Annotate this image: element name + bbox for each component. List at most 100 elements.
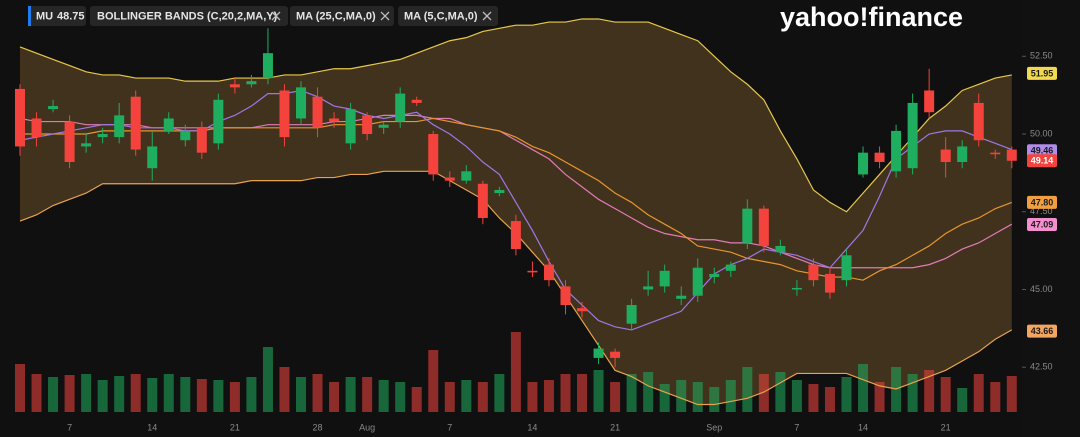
candle-body (891, 130, 902, 172)
volume-bar (130, 374, 141, 412)
candle-body (130, 96, 141, 150)
legend-price: 48.75 (57, 10, 85, 22)
y-tick-label: 50.00 (1030, 128, 1053, 138)
last-value-tag (1027, 218, 1057, 232)
close-icon[interactable] (380, 11, 390, 21)
candle-body (808, 264, 819, 281)
candle-body (15, 88, 25, 147)
volume-bar (824, 387, 835, 412)
candle-body (874, 152, 885, 163)
legend-box[interactable] (90, 6, 288, 26)
volume-bar (742, 367, 753, 412)
volume-bar (31, 374, 42, 412)
candle-body (262, 53, 273, 79)
volume-bar (494, 374, 505, 412)
volume-bar (279, 367, 290, 412)
x-tick-label: Aug (359, 422, 375, 432)
legend-box[interactable] (28, 6, 86, 26)
volume-bar (940, 377, 951, 412)
candle-body (477, 183, 488, 218)
candle-body (378, 124, 389, 128)
candle-body (957, 146, 968, 163)
volume-bar (527, 382, 538, 412)
volume-bar (196, 379, 207, 412)
volume-bar (229, 382, 240, 412)
legend-box[interactable] (290, 6, 394, 26)
candle-body (577, 308, 588, 312)
volume-bar (626, 374, 637, 412)
volume-bar (329, 382, 340, 412)
x-tick-label: 21 (230, 422, 240, 432)
volume-bar (874, 382, 885, 412)
volume-bar (378, 380, 389, 412)
volume-bar (577, 374, 588, 412)
candle-body (64, 121, 75, 163)
volume-bar (543, 380, 554, 412)
x-tick-label: 21 (941, 422, 951, 432)
volume-bar (147, 378, 158, 412)
volume-bar (180, 377, 191, 412)
candle-body (31, 118, 42, 138)
volume-bar (48, 377, 59, 412)
candle-body (858, 152, 869, 175)
y-tick-label: 47.50 (1030, 206, 1053, 216)
candle-body (213, 99, 224, 144)
volume-bar (461, 380, 472, 412)
close-icon[interactable] (271, 11, 281, 21)
candle-body (48, 106, 59, 110)
close-icon[interactable] (482, 11, 492, 21)
candle-body (758, 208, 769, 246)
volume-bar (841, 377, 852, 412)
volume-bar (411, 387, 422, 412)
x-tick-label: 7 (67, 422, 72, 432)
candle-body (593, 348, 604, 358)
volume-bar (362, 377, 373, 412)
candle-body (494, 189, 505, 194)
volume-bar (808, 384, 819, 412)
candle-body (692, 267, 703, 296)
x-tick-label: 7 (794, 422, 799, 432)
volume-bar (593, 370, 604, 412)
candle-body (841, 255, 852, 281)
volume-bar (163, 374, 174, 412)
legend-indicator: MA (25,C,MA,0) (296, 10, 376, 22)
candle-body (180, 130, 191, 141)
volume-bar (725, 380, 736, 412)
candle-body (163, 118, 174, 131)
candle-body (543, 264, 554, 281)
candle-body (345, 109, 356, 144)
last-value-label: 43.66 (1031, 326, 1054, 336)
last-value-label: 47.80 (1031, 197, 1054, 207)
volume-bar (477, 382, 488, 412)
volume-bar (213, 380, 224, 412)
last-value-tag (1027, 195, 1057, 209)
candle-body (279, 90, 290, 138)
legend-box[interactable] (398, 6, 498, 26)
volume-bar (312, 374, 323, 412)
band-fill (20, 18, 1012, 405)
legend-symbol: MU (36, 10, 53, 22)
brand-logo: yahoo!finance (780, 2, 963, 32)
candle-body (114, 115, 125, 138)
volume-bar (957, 388, 968, 412)
volume-bar (610, 382, 621, 412)
candle-body (510, 221, 521, 250)
y-tick-label: 45.00 (1030, 284, 1053, 294)
volume-bar (296, 377, 307, 412)
candle-body (791, 287, 802, 290)
last-value-tag (1027, 154, 1057, 168)
volume-bar (262, 347, 273, 412)
candle-body (560, 286, 571, 306)
legend-accent (28, 6, 31, 26)
volume-bar (858, 364, 869, 412)
candle-body (725, 264, 736, 271)
volume-bar (510, 332, 521, 412)
volume-bar (659, 384, 670, 412)
volume-bar (1006, 376, 1017, 412)
legend-indicator: MA (5,C,MA,0) (404, 10, 478, 22)
volume-bar (114, 376, 125, 412)
candle-body (742, 208, 753, 243)
candle-body (147, 146, 158, 169)
volume-bar (428, 350, 439, 412)
